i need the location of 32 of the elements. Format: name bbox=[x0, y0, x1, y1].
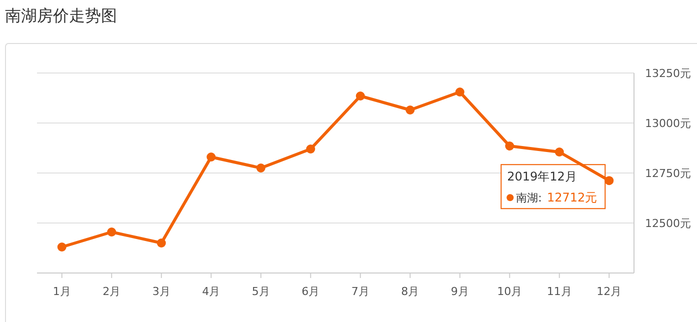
x-tick-label: 9月 bbox=[450, 285, 469, 298]
x-tick-label: 10月 bbox=[497, 285, 522, 298]
y-tick-label: 13000元 bbox=[645, 117, 691, 130]
point bbox=[356, 92, 365, 100]
point bbox=[107, 228, 116, 236]
x-tick-label: 11月 bbox=[546, 285, 572, 298]
data-label: 12712元 bbox=[546, 190, 598, 205]
y-tick-label: 13250元 bbox=[645, 67, 691, 80]
y-tick-label: 12500元 bbox=[645, 217, 691, 230]
point bbox=[455, 88, 464, 96]
point bbox=[206, 152, 216, 162]
point bbox=[256, 164, 266, 172]
x-tick-label: 3月 bbox=[152, 285, 170, 298]
point bbox=[306, 144, 316, 154]
x-tick-label: 4月 bbox=[202, 285, 220, 298]
point bbox=[604, 176, 614, 186]
x-tick-label: 7月 bbox=[351, 285, 370, 298]
y-tick-label: 12750元 bbox=[645, 167, 691, 180]
x-tick-label: 2月 bbox=[102, 285, 121, 298]
annotation: 2019年12月 bbox=[507, 170, 577, 184]
x-tick-label: 8月 bbox=[401, 285, 420, 298]
x-tick-label: 12月 bbox=[596, 285, 622, 298]
chart-title: 南湖房价走势图 bbox=[5, 6, 117, 25]
point bbox=[505, 142, 514, 150]
point bbox=[57, 242, 66, 252]
point bbox=[156, 238, 166, 248]
x-tick-label: 6月 bbox=[302, 285, 320, 298]
legend-label: 南湖: bbox=[516, 192, 542, 205]
x-tick-label: 5月 bbox=[252, 285, 270, 298]
point bbox=[406, 106, 415, 114]
point bbox=[554, 148, 564, 156]
x-tick-label: 1月 bbox=[52, 285, 71, 298]
